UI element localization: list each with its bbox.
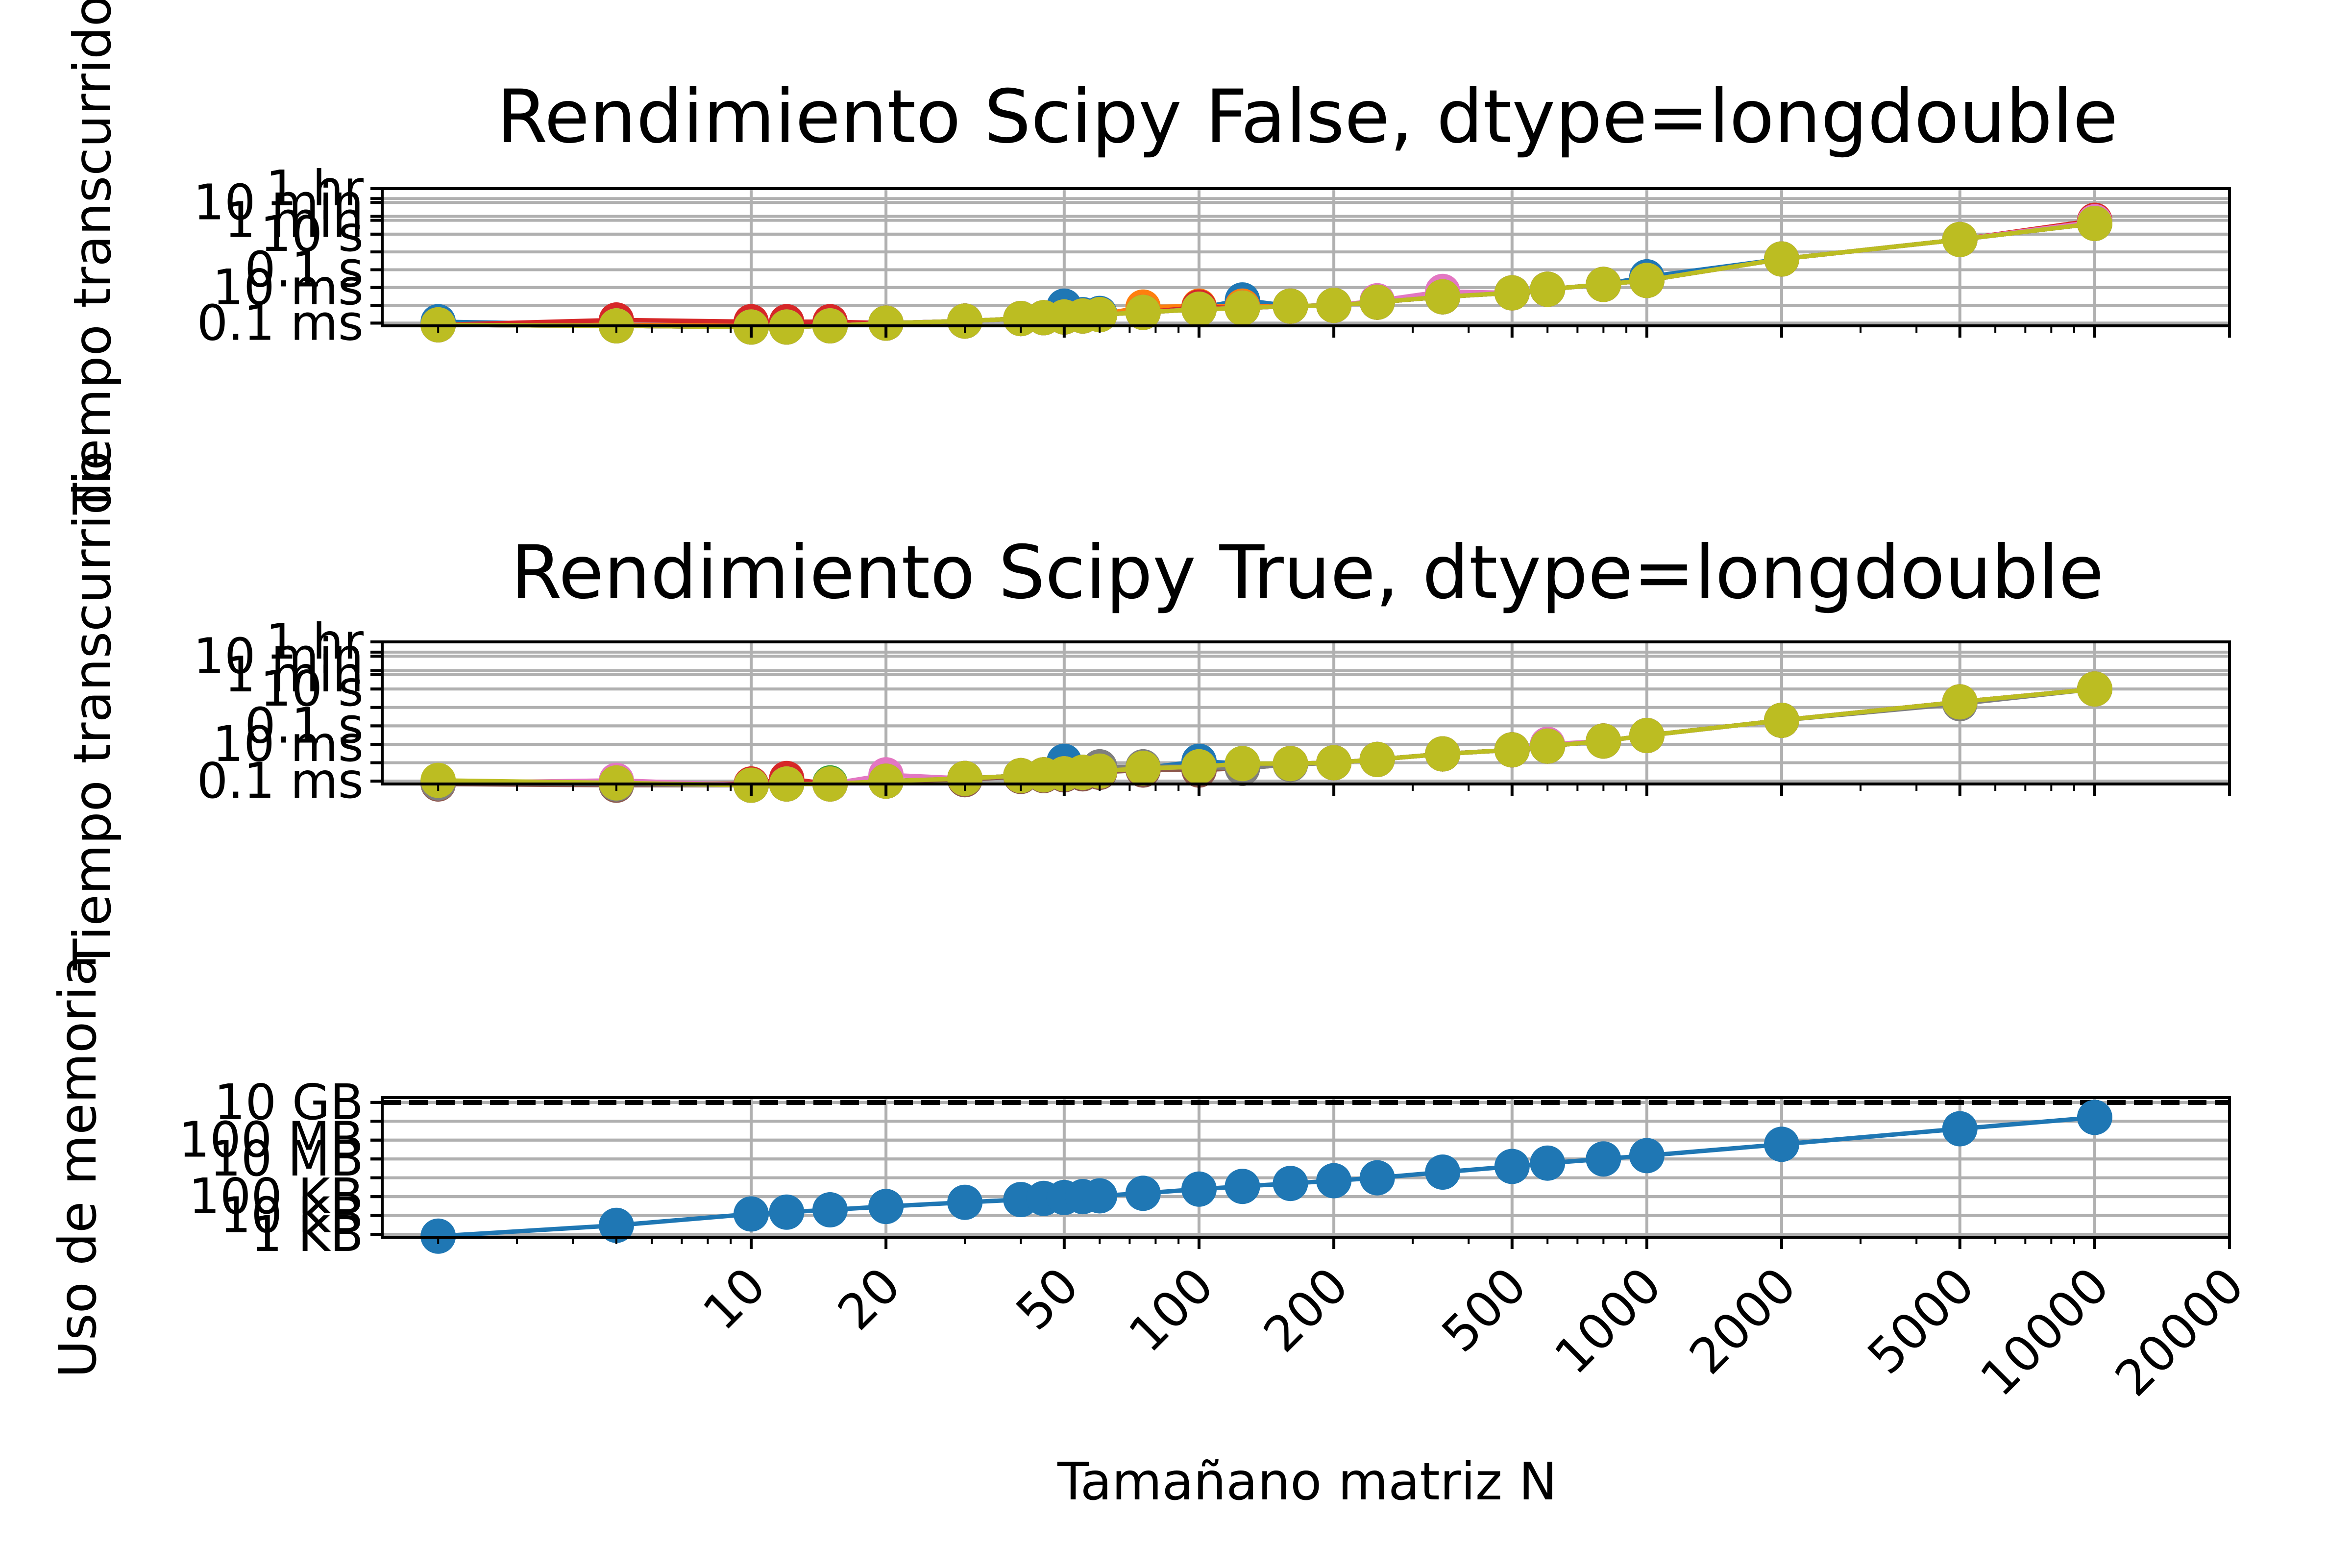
y-tick-label: 10 min [193, 627, 364, 685]
data-point [1225, 290, 1260, 326]
y-tick-label: 0.1 ms [197, 294, 364, 351]
data-point [1316, 745, 1352, 781]
data-point [1181, 292, 1217, 327]
panel-scipy-false: Rendimiento Scipy False, dtype=longdoubl… [63, 0, 2231, 515]
data-point [1942, 221, 1978, 257]
y-tick-label: 10 min [193, 173, 364, 231]
y-tick-label: 10 ms [212, 715, 364, 773]
y-tick-label: 0.1 s [245, 697, 364, 754]
data-point [1942, 1111, 1978, 1147]
data-point [1225, 746, 1260, 782]
data-point [1125, 1176, 1161, 1211]
y-tick-label: 10 GB [214, 1074, 364, 1131]
data-point [1125, 294, 1161, 330]
data-point [1586, 723, 1621, 759]
data-point [1494, 1149, 1530, 1184]
y-tick-label: 10 s [260, 660, 364, 717]
data-point [1530, 271, 1566, 307]
y-tick-label: 100 KB [189, 1168, 364, 1225]
data-point [1316, 288, 1352, 323]
data-point [1764, 241, 1799, 277]
x-axis-label: Tamañano matriz N [1057, 1452, 1557, 1512]
data-point [947, 760, 983, 796]
data-point [1494, 275, 1530, 311]
data-point [2077, 671, 2112, 707]
axes-frame [381, 640, 2231, 785]
y-tick-label: 1 hr [266, 613, 364, 670]
y-tick-label: 10 ms [212, 259, 364, 316]
y-tick-label: 10 KB [220, 1187, 364, 1244]
data-point [868, 305, 904, 341]
data-point [1629, 263, 1665, 298]
data-point [1764, 703, 1799, 738]
y-tick-label: 10 MB [210, 1130, 364, 1187]
data-point [812, 1192, 848, 1227]
data-point [1125, 750, 1161, 786]
data-point [1629, 1138, 1665, 1174]
data-point [2077, 1100, 2112, 1135]
data-point [1082, 1178, 1118, 1214]
axes-frame [381, 187, 2231, 327]
data-point [1082, 297, 1118, 333]
data-point [420, 762, 456, 798]
data-point [1764, 1127, 1799, 1162]
data-point [1425, 279, 1461, 315]
data-point [1181, 749, 1217, 784]
data-point [734, 1196, 769, 1232]
data-point [1181, 1171, 1217, 1207]
data-point [868, 763, 904, 799]
data-point [1082, 753, 1118, 789]
data-point [1629, 718, 1665, 753]
data-point [1586, 267, 1621, 302]
y-axis-label: Tiempo transcurrido [63, 0, 122, 515]
y-tick-label: 1 KB [251, 1205, 364, 1263]
data-point [1425, 736, 1461, 772]
data-point [1359, 741, 1395, 777]
y-axis-label: Uso de memoria [48, 955, 108, 1378]
data-point [1316, 1163, 1352, 1199]
y-axis-label: Tiempo transcurrido [63, 451, 122, 971]
data-point [598, 1207, 634, 1243]
y-tick-label: 1 min [224, 646, 364, 703]
y-tick-label: 10 s [260, 205, 364, 263]
data-point [1273, 1166, 1308, 1201]
y-tick-label: 0.1 s [245, 241, 364, 298]
data-point [2077, 206, 2112, 241]
data-point [1425, 1154, 1461, 1190]
panel-title: Rendimiento Scipy False, dtype=longdoubl… [496, 74, 2118, 160]
data-point [1530, 1145, 1566, 1181]
data-point [947, 1184, 983, 1220]
data-point [1494, 732, 1530, 768]
axes-frame [381, 1096, 2231, 1239]
panel-scipy-true: Rendimiento Scipy True, dtype=longdouble… [63, 451, 2231, 971]
data-point [1273, 288, 1308, 324]
data-point [769, 1194, 805, 1230]
data-point [868, 1189, 904, 1225]
series-9 [420, 206, 2112, 345]
data-point [947, 303, 983, 339]
panel-title: Rendimiento Scipy True, dtype=longdouble [511, 530, 2104, 615]
data-point [1225, 1169, 1260, 1204]
data-point [1359, 284, 1395, 320]
y-tick-label: 1 min [224, 192, 364, 249]
data-point [1942, 684, 1978, 720]
y-tick-label: 0.1 ms [197, 752, 364, 809]
data-point [1273, 746, 1308, 782]
y-tick-label: 100 MB [178, 1111, 364, 1169]
data-point [1530, 728, 1566, 764]
data-point [1586, 1141, 1621, 1177]
data-point [1359, 1160, 1395, 1196]
y-tick-label: 1 hr [266, 160, 364, 217]
